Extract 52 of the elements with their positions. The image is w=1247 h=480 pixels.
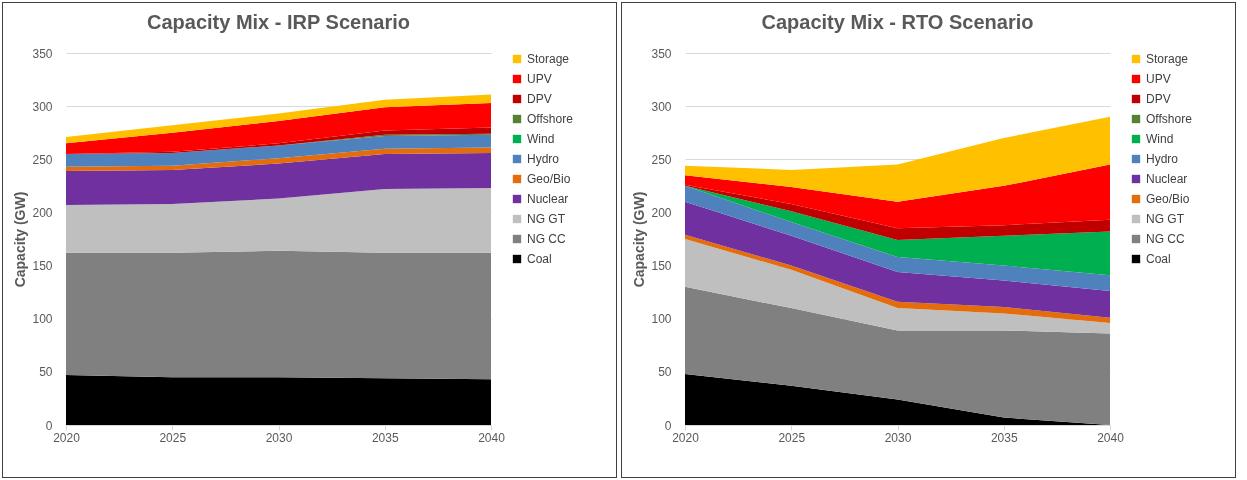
y-tick-label: 300 <box>32 99 53 114</box>
y-tick-label: 350 <box>651 46 672 61</box>
x-tick-label: 2040 <box>1097 430 1125 445</box>
legend-label: Hydro <box>1146 152 1179 166</box>
x-tick-label: 2035 <box>371 430 399 445</box>
legend-label: Coal <box>1146 252 1171 266</box>
x-tick-label: 2025 <box>778 430 806 445</box>
legend-label: UPV <box>1146 72 1171 86</box>
x-tick-label: 2030 <box>265 430 293 445</box>
legend-label: Offshore <box>527 112 574 126</box>
y-tick-label: 250 <box>32 152 53 167</box>
legend-label: UPV <box>527 72 552 86</box>
y-tick-label: 100 <box>32 312 53 327</box>
y-tick-label: 50 <box>39 365 53 380</box>
legend-label: Storage <box>527 52 570 66</box>
y-tick-label: 200 <box>651 205 672 220</box>
legend-label: NG GT <box>1146 212 1185 226</box>
legend-label: NG GT <box>527 212 566 226</box>
x-tick-label: 2040 <box>478 430 506 445</box>
legend-label: DPV <box>527 92 552 106</box>
legend-label: Offshore <box>1146 112 1193 126</box>
y-tick-label: 50 <box>658 365 672 380</box>
y-tick-label: 100 <box>651 312 672 327</box>
y-tick-label: 350 <box>32 46 53 61</box>
legend-label: Hydro <box>527 152 560 166</box>
legend-label: Nuclear <box>527 192 569 206</box>
y-tick-label: 0 <box>45 418 53 433</box>
legend-label: Coal <box>527 252 552 266</box>
chart-title: Capacity Mix - IRP Scenario <box>146 11 411 33</box>
y-tick-label: 150 <box>651 259 672 274</box>
y-tick-label: 200 <box>32 205 53 220</box>
x-tick-label: 2025 <box>159 430 187 445</box>
legend-label: NG CC <box>1146 232 1185 246</box>
y-tick-label: 250 <box>651 152 672 167</box>
y-tick-label: 300 <box>651 99 672 114</box>
y-axis-title: Capacity (GW) <box>12 191 29 288</box>
x-tick-label: 2035 <box>990 430 1018 445</box>
x-tick-label: 2020 <box>672 430 700 445</box>
x-tick-label: 2030 <box>884 430 912 445</box>
y-tick-label: 0 <box>664 418 672 433</box>
chart-title: Capacity Mix - RTO Scenario <box>761 11 1034 33</box>
y-axis-title: Capacity (GW) <box>631 191 648 288</box>
x-tick-label: 2020 <box>53 430 81 445</box>
legend-label: DPV <box>1146 92 1171 106</box>
legend-label: Storage <box>1146 52 1189 66</box>
legend-label: NG CC <box>527 232 566 246</box>
legend-label: Wind <box>1146 132 1174 146</box>
legend-label: Geo/Bio <box>1146 192 1190 206</box>
legend-label: Geo/Bio <box>527 172 571 186</box>
legend-label: Wind <box>527 132 555 146</box>
legend-label: Nuclear <box>1146 172 1188 186</box>
y-tick-label: 150 <box>32 259 53 274</box>
